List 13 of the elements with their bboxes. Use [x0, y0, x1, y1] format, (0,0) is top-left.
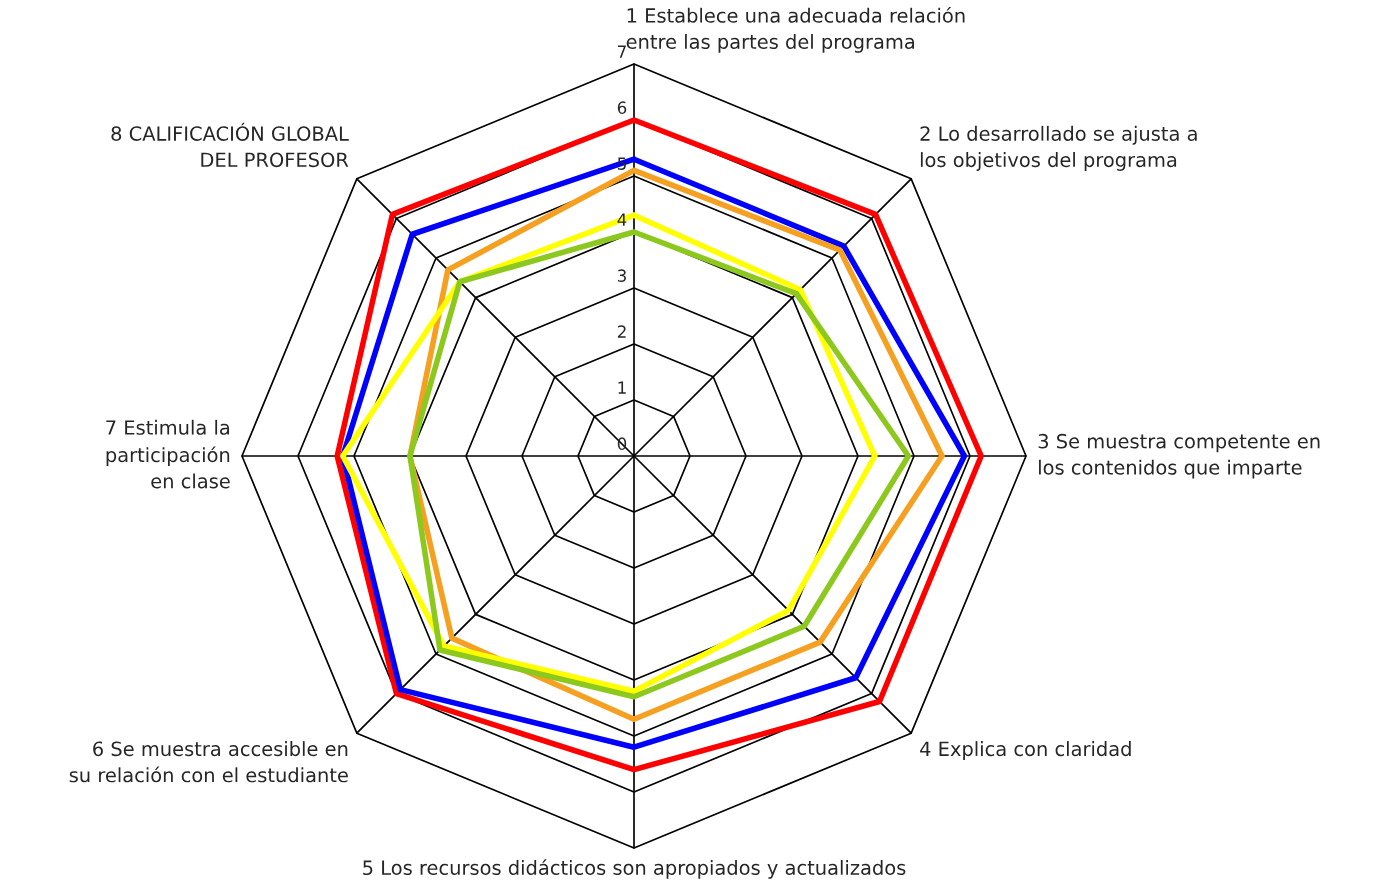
y-tick-label: 1: [618, 381, 626, 394]
spoke-label: 6 Se muestra accesible en su relación con el estudiante: [69, 741, 348, 783]
spoke-label: 3 Se muestra competente en los contenidos que imparte: [1038, 433, 1320, 479]
spoke-label: 1 Establece una adecuada relación entre las partes del programa: [626, 7, 965, 53]
spoke-label: 2 Lo desarrollado se ajusta a los objetivos del programa: [920, 125, 1197, 171]
spoke-label: 7 Estimula la participación en clase: [106, 419, 230, 489]
y-tick-label: 2: [617, 325, 626, 338]
spoke-label: 8 CALIFICACIÓN GLOBAL DEL PROFESOR: [111, 122, 349, 168]
y-tick-label: 3: [617, 269, 626, 282]
spoke-label: 4 Explica con claridad: [920, 741, 1131, 760]
spoke-label: 5 Los recursos didácticos son apropiados y actualizados: [363, 859, 906, 879]
y-tick-label: 7: [618, 45, 626, 58]
y-tick-label: 6: [617, 101, 627, 114]
